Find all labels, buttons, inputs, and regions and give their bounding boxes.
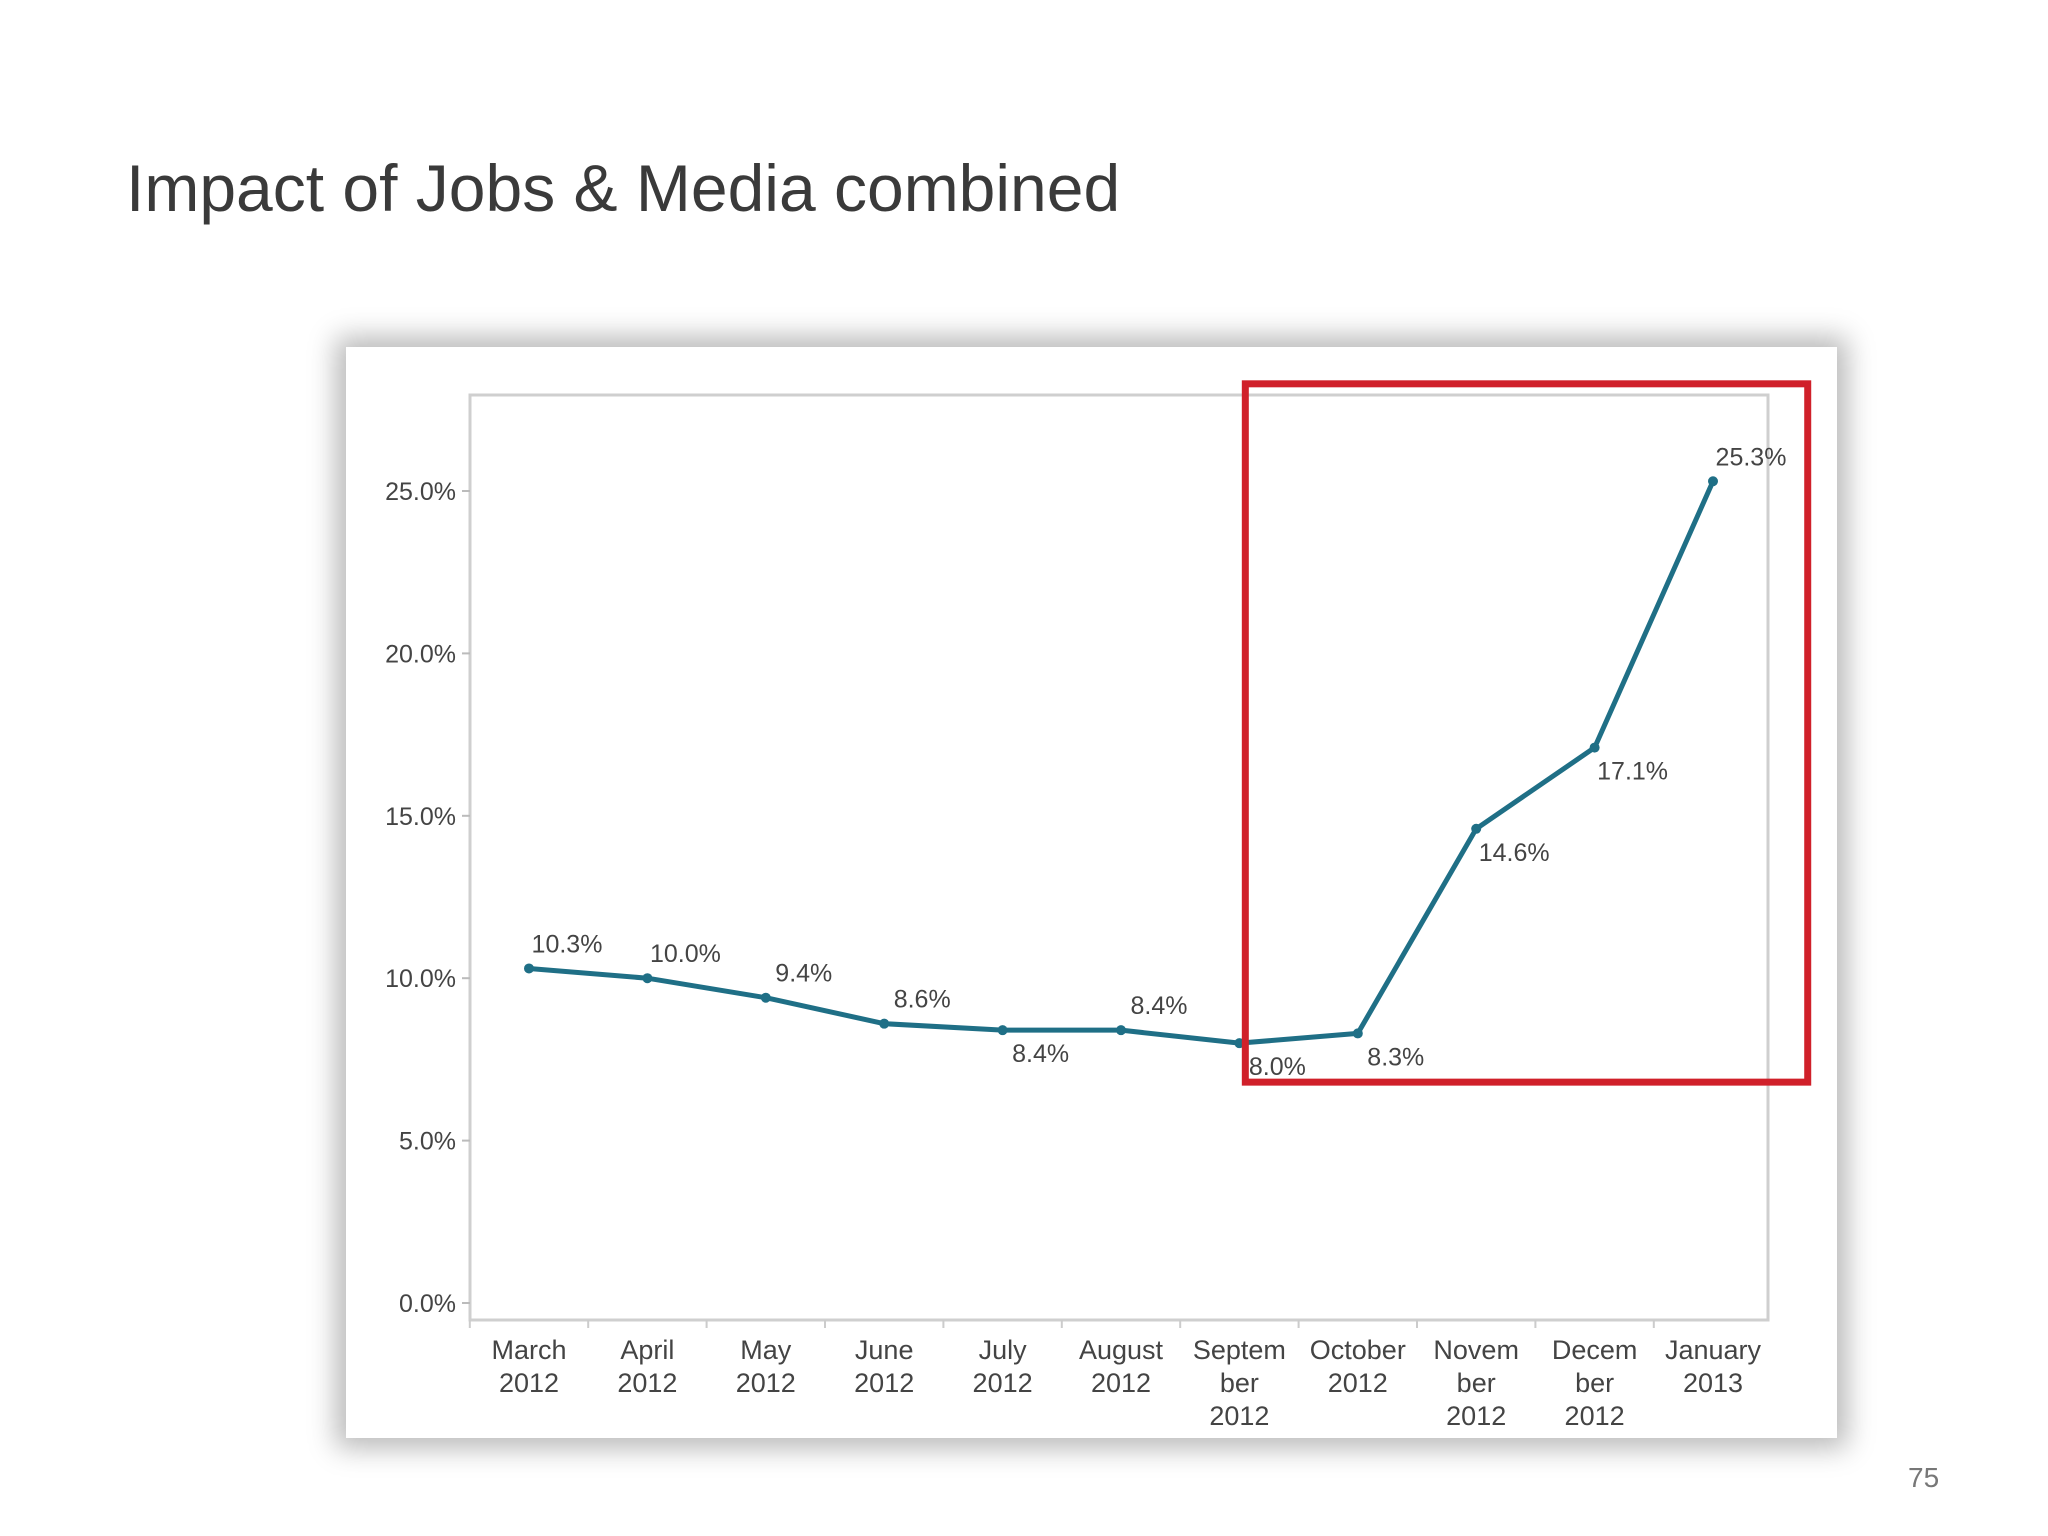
data-point	[642, 973, 653, 984]
x-tick-label-line: 2012	[736, 1368, 796, 1398]
data-point	[760, 992, 771, 1003]
data-label: 8.3%	[1367, 1043, 1424, 1071]
y-tick-label: 5.0%	[399, 1128, 456, 1156]
data-label: 8.6%	[894, 986, 951, 1014]
data-point	[1352, 1028, 1363, 1039]
x-tick-label-line: 2012	[1565, 1401, 1625, 1431]
x-tick-label-line: Septem	[1193, 1335, 1286, 1365]
data-point	[1471, 823, 1482, 834]
x-tick-label-line: April	[620, 1335, 674, 1365]
page-number: 75	[1908, 1462, 1940, 1493]
data-label: 8.4%	[1012, 1040, 1069, 1068]
x-tick-label-line: ber	[1575, 1368, 1614, 1398]
slide-title: Impact of Jobs & Media combined	[126, 151, 1121, 225]
data-label: 25.3%	[1716, 443, 1787, 471]
data-point	[879, 1018, 890, 1029]
data-point	[1589, 742, 1600, 753]
data-label: 14.6%	[1479, 839, 1550, 867]
highlight-box	[1241, 380, 1812, 1086]
data-label: 10.0%	[650, 940, 721, 968]
x-tick-label-line: ber	[1457, 1368, 1496, 1398]
data-point	[1116, 1025, 1126, 1036]
plot-area	[468, 393, 1770, 1322]
x-tick-label-line: 2012	[1209, 1401, 1269, 1431]
highlight-group	[1241, 380, 1812, 1086]
x-tick-label-line: 2013	[1683, 1368, 1743, 1398]
x-tick-label-line: 2012	[499, 1368, 559, 1398]
y-tick-label: 15.0%	[385, 803, 456, 831]
y-tick-label: 25.0%	[385, 478, 456, 506]
data-label: 10.3%	[532, 930, 603, 958]
y-tick-label: 20.0%	[385, 640, 456, 668]
x-tick-label-line: June	[855, 1335, 914, 1365]
x-tick-label-line: 2012	[1328, 1368, 1388, 1398]
x-tick-label-line: Decem	[1552, 1335, 1638, 1365]
x-tick-label-line: 2012	[854, 1368, 914, 1398]
y-tick-label: 10.0%	[385, 965, 456, 993]
x-tick-label-line: 2012	[1091, 1368, 1151, 1398]
data-labels: 10.3% 10.0% 9.4% 8.6% 8.4% 8.4% 8.0% 8.3% 14.6% 1…	[532, 443, 1787, 1081]
x-tick-label-line: Novem	[1433, 1335, 1519, 1365]
data-point	[524, 963, 534, 974]
x-tick-label-line: May	[740, 1335, 792, 1365]
x-tick-label-line: October	[1310, 1335, 1406, 1365]
chart-frame: 0.0% 5.0% 10.0% 15.0% 20.0% 25.0% March 2012 Ap…	[346, 347, 1837, 1438]
data-label: 8.0%	[1249, 1053, 1306, 1081]
x-tick-label-line: January	[1665, 1335, 1762, 1365]
x-tick-label-line: ber	[1220, 1368, 1259, 1398]
x-tick-label-line: July	[979, 1335, 1028, 1365]
x-axis: March2012April2012May2012June2012July201…	[468, 1320, 1762, 1431]
x-tick-label-line: August	[1079, 1335, 1164, 1365]
y-tick-label: 0.0%	[399, 1290, 456, 1318]
x-tick-label-line: 2012	[973, 1368, 1033, 1398]
data-point	[997, 1025, 1008, 1036]
data-point	[1708, 476, 1718, 487]
line-chart: 0.0%5.0%10.0%15.0%20.0%25.0% March2012Ap…	[385, 380, 1812, 1431]
x-tick-label-line: March	[491, 1335, 566, 1365]
data-label: 9.4%	[775, 960, 832, 988]
data-label: 8.4%	[1131, 992, 1188, 1020]
y-axis: 0.0% 5.0% 10.0% 15.0% 20.0% 25.0%	[385, 478, 470, 1318]
x-tick-label-line: 2012	[1446, 1401, 1506, 1431]
x-tick-label-line: 2012	[617, 1368, 677, 1398]
data-label: 17.1%	[1597, 758, 1668, 786]
